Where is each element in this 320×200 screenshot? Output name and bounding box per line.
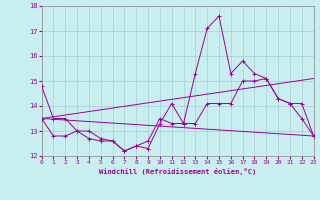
X-axis label: Windchill (Refroidissement éolien,°C): Windchill (Refroidissement éolien,°C) — [99, 168, 256, 175]
